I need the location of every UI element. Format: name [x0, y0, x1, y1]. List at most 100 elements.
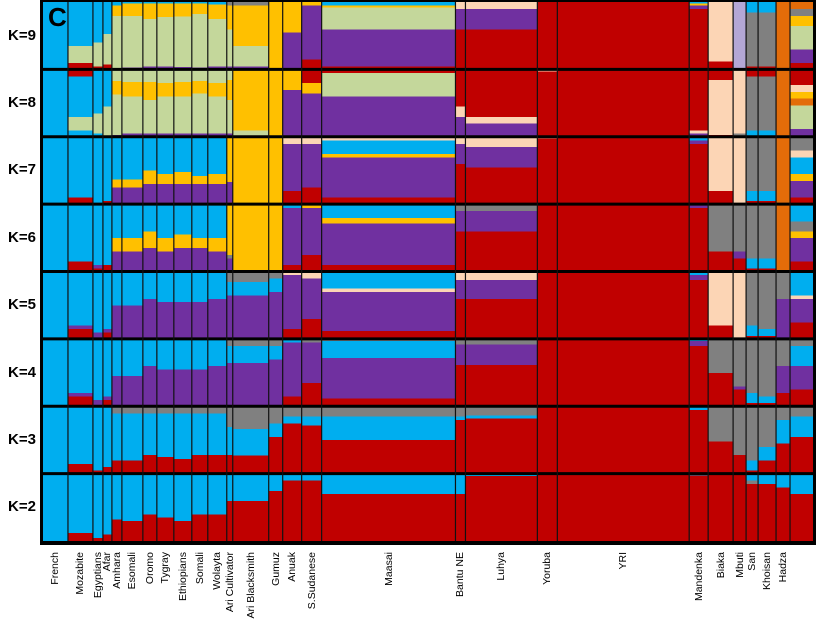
bar-segment-K6-maasai-red: [321, 264, 456, 272]
bar-segment-K8-mandenka-purple: [689, 133, 709, 138]
bar-segment-K7-maasai-purple: [321, 156, 456, 198]
bar-segment-K9-ethiopians-gold: [173, 3, 193, 17]
bar-segment-K8-tygray-sage: [156, 96, 175, 134]
bar-segment-K9-unlabeled-gray: [790, 8, 813, 16]
bar-segment-K6-san-blue: [746, 258, 759, 269]
bar-segment-K5-san-red: [746, 335, 759, 340]
bar-segment-K9-ethiopians-sage: [173, 16, 193, 67]
bar-segment-K5-bantu-ne-purple: [455, 279, 466, 299]
bar-segment-K9-anuak-purple: [282, 32, 303, 70]
bar-segment-K8-anuak-purple: [282, 89, 303, 138]
bar-segment-K6-mbuti-gray: [733, 204, 747, 252]
bar-segment-K2-khoisan-red: [758, 483, 777, 541]
bar-segment-K6-luhya-gray: [465, 204, 538, 212]
bar-segment-K7-khoisan-gray: [758, 136, 777, 191]
bar-segment-K3-egyptians-red: [92, 470, 104, 474]
bar-segment-K9-amhara-gold: [111, 5, 123, 16]
bar-segment-K9-mozabite-blue: [67, 2, 94, 47]
population-label: Ethiopians: [176, 552, 189, 602]
bar-segment-K9-san-gray: [746, 12, 759, 67]
bar-segment-K2-esomali-red: [121, 520, 144, 541]
bar-segment-K3-esomali-blue: [121, 412, 144, 461]
row-divider: [43, 472, 813, 476]
bar-segment-K8-khoisan-blue: [758, 130, 777, 138]
population-label: Bantu NE: [454, 552, 467, 597]
bar-segment-K4-unlabeled-gray: [790, 338, 813, 346]
bar-segment-K3-ari-blacksmith-gray: [232, 406, 270, 429]
bar-segment-K8-amhara-sage: [111, 94, 123, 136]
bar-segment-K9-yoruba-red: [537, 2, 558, 70]
bar-segment-K3-somali-gray: [191, 406, 209, 414]
bar-segment-K3-mozabite-blue: [67, 406, 94, 464]
bar-segment-K4-mozabite-purple: [67, 392, 94, 397]
bar-segment-K4-mandenka-purple: [689, 340, 709, 346]
bar-segment-K5-afar-purple: [102, 328, 113, 333]
bar-segment-K6-ethiopians-blue: [173, 204, 193, 235]
bar-segment-K2-yri-red: [557, 473, 690, 541]
bar-segment-K5-mandenka-red: [689, 279, 709, 340]
bar-segment-K5-s-sudanese-purple: [301, 278, 323, 319]
population-divider: [92, 2, 94, 541]
bar-segment-K7-s-sudanese-purple: [301, 143, 323, 188]
bar-segment-K5-wolayta-blue: [207, 271, 228, 299]
bar-segment-K9-ari-cultivator-sage: [226, 28, 234, 67]
bar-segment-K7-somali-gold: [191, 175, 209, 185]
population-divider: [556, 2, 558, 541]
bar-segment-K7-luhya-peach: [465, 136, 538, 148]
bar-segment-K9-mandenka-blue: [689, 2, 709, 4]
bar-segment-K7-esomali-blue: [121, 136, 144, 180]
bar-segment-K9-s-sudanese-red: [301, 59, 323, 70]
bar-segment-K5-tygray-blue: [156, 271, 175, 303]
bar-segment-K9-tygray-purple: [156, 66, 175, 70]
population-divider: [536, 2, 538, 541]
bar-segment-K2-oromo-red: [142, 514, 158, 541]
bar-segment-K8-mozabite-blue: [67, 76, 94, 117]
bar-segment-K8-unlabeled-sage: [790, 105, 813, 129]
bar-segment-K5-somali-blue: [191, 271, 209, 303]
bar-segment-K7-maasai-peach: [321, 136, 456, 141]
bar-segment-K6-afar-blue: [102, 204, 113, 266]
bar-segment-K7-san-gray: [746, 136, 759, 191]
bar-segment-K5-ethiopians-blue: [173, 271, 193, 303]
bar-segment-K8-gumuz-gold: [268, 69, 284, 138]
bar-segment-K9-amhara-blue: [111, 2, 123, 6]
bar-segment-K5-somali-purple: [191, 301, 209, 340]
bar-segment-K8-ari-cultivator-purple: [226, 133, 234, 138]
bar-segment-K2-amhara-red: [111, 519, 123, 541]
bar-segment-K5-yoruba-red: [537, 272, 558, 340]
bar-segment-K5-unlabeled-blue: [790, 271, 813, 296]
bar-segment-K9-wolayta-gold: [207, 4, 228, 20]
bar-segment-K3-mbuti-gray: [733, 406, 747, 456]
bar-segment-K4-san-blue: [746, 392, 759, 404]
bar-segment-K9-afar-sage: [102, 33, 113, 65]
bar-segment-K7-esomali-gold: [121, 179, 144, 188]
population-divider: [232, 2, 234, 541]
bar-segment-K8-san-red: [746, 69, 759, 77]
bar-segment-K6-maasai-blue: [321, 204, 456, 218]
bar-segment-K8-mandenka-red: [689, 69, 709, 131]
bar-segment-K2-mbuti-red: [733, 473, 747, 541]
bar-segment-K7-maasai-red: [321, 197, 456, 205]
k-label: K=3: [8, 430, 36, 448]
bar-segment-K5-oromo-purple: [142, 298, 158, 340]
bar-segment-K2-ari-cultivator-blue: [226, 473, 234, 501]
bar-segment-K8-oromo-purple: [142, 133, 158, 138]
population-label: Wolayta: [211, 552, 224, 590]
population-label: Ari Cultivator: [223, 552, 236, 613]
bar-segment-K8-mandenka-peach: [689, 130, 709, 134]
population-label: S.Sudanese: [305, 552, 318, 610]
bar-segment-K2-somali-red: [191, 514, 209, 541]
bar-segment-K8-mbuti-peach: [733, 69, 747, 134]
bar-segment-K6-anuak-blue: [282, 204, 303, 208]
bar-segment-K8-luhya-purple: [465, 123, 538, 138]
population-label: Mandenka: [692, 552, 705, 602]
bar-segment-K8-hadza-orange: [776, 69, 791, 138]
bar-segment-K7-amhara-blue: [111, 136, 123, 180]
bar-segment-K9-oromo-sage: [142, 18, 158, 67]
bar-segment-K2-s-sudanese-blue: [301, 473, 323, 481]
bar-segment-K3-esomali-red: [121, 460, 144, 474]
bar-segment-K5-ari-blacksmith-blue: [232, 281, 270, 296]
bar-segment-K7-san-blue: [746, 190, 759, 202]
bar-segment-K7-anuak-red: [282, 190, 303, 205]
bar-segment-K6-khoisan-blue: [758, 258, 777, 269]
